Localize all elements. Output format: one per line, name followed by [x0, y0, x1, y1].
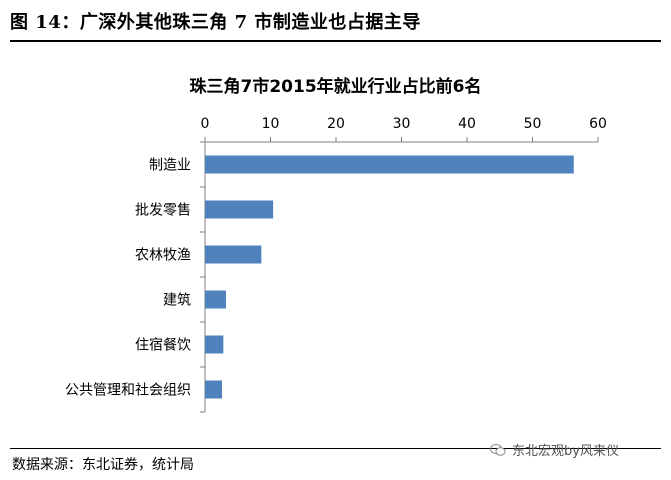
watermark: 东北宏观by风来仪 — [490, 440, 619, 459]
wechat-icon — [490, 443, 506, 456]
bottom-rule — [10, 448, 661, 449]
x-tick-label: 0 — [201, 116, 210, 132]
bar — [205, 380, 223, 399]
figure-title: 图 14：广深外其他珠三角 7 市制造业也占据主导 — [10, 12, 421, 33]
category-label: 批发零售 — [135, 203, 191, 219]
x-tick-label: 30 — [393, 116, 411, 132]
watermark-text: 东北宏观by风来仪 — [512, 444, 619, 459]
bar — [205, 290, 226, 309]
bar — [205, 200, 274, 219]
x-tick-label: 50 — [524, 116, 542, 132]
top-rule — [10, 40, 661, 42]
x-tick-label: 40 — [458, 116, 476, 132]
x-tick-label: 20 — [327, 116, 345, 132]
x-tick-label: 10 — [262, 116, 280, 132]
category-label: 农林牧渔 — [135, 248, 191, 264]
x-tick-label: 60 — [589, 116, 607, 132]
chart-title: 珠三角7市2015年就业行业占比前6名 — [189, 77, 482, 97]
category-label: 公共管理和社会组织 — [65, 383, 191, 399]
bar — [205, 155, 574, 174]
source-note: 数据来源：东北证券，统计局 — [12, 457, 194, 473]
bar — [205, 245, 262, 264]
category-label: 建筑 — [163, 293, 191, 309]
bar — [205, 335, 224, 354]
category-label: 住宿餐饮 — [135, 337, 191, 354]
category-label: 制造业 — [149, 158, 191, 174]
